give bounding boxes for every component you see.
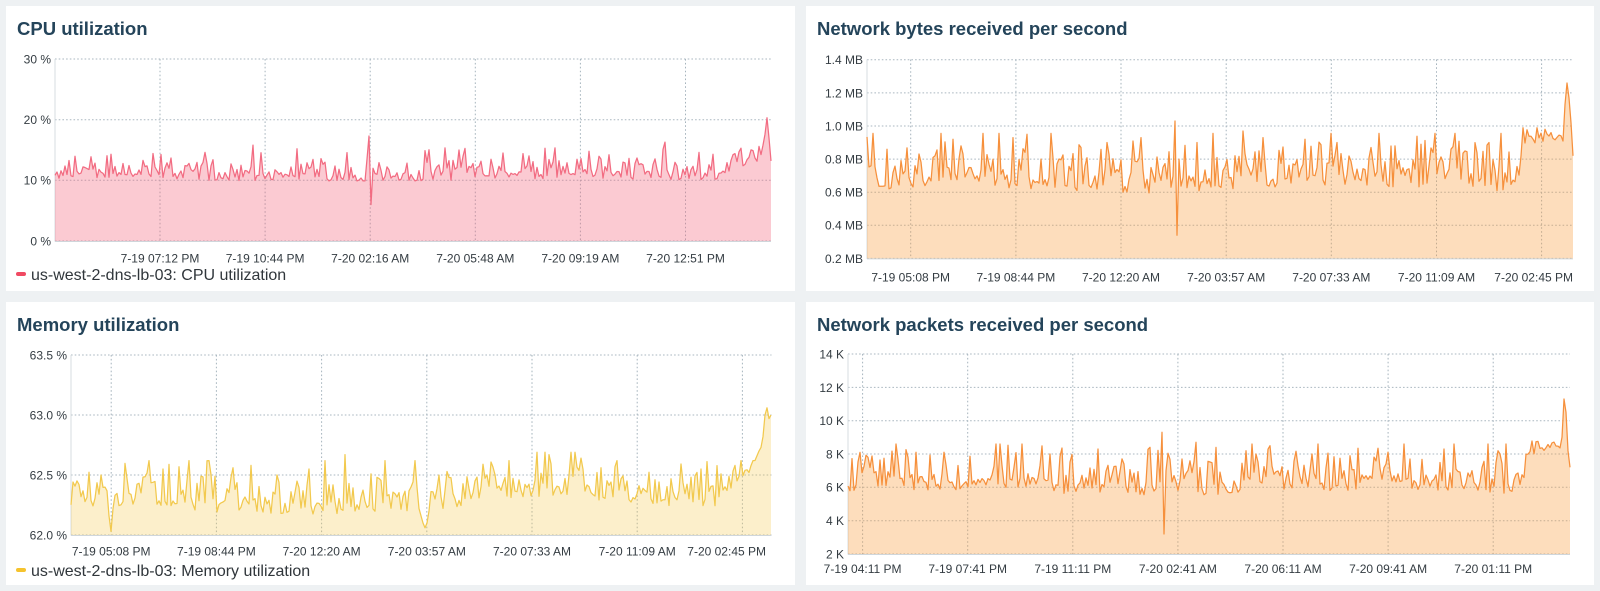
svg-text:2 K: 2 K bbox=[826, 547, 844, 561]
svg-text:7-20 01:11 PM: 7-20 01:11 PM bbox=[1454, 562, 1532, 576]
svg-text:10 K: 10 K bbox=[819, 414, 844, 428]
svg-text:7-20 09:41 AM: 7-20 09:41 AM bbox=[1349, 562, 1427, 576]
svg-text:0.8 MB: 0.8 MB bbox=[825, 153, 863, 167]
svg-text:0.6 MB: 0.6 MB bbox=[825, 186, 863, 200]
svg-text:7-20 06:11 AM: 7-20 06:11 AM bbox=[1244, 562, 1321, 576]
svg-text:7-19 05:08 PM: 7-19 05:08 PM bbox=[871, 270, 950, 284]
svg-text:7-20 05:48 AM: 7-20 05:48 AM bbox=[436, 252, 514, 266]
svg-text:7-19 10:44 PM: 7-19 10:44 PM bbox=[226, 252, 305, 266]
svg-text:4 K: 4 K bbox=[826, 514, 844, 528]
svg-text:7-20 12:20 AM: 7-20 12:20 AM bbox=[1082, 270, 1160, 284]
svg-text:1.2 MB: 1.2 MB bbox=[825, 86, 863, 100]
svg-text:30 %: 30 % bbox=[24, 52, 52, 66]
svg-text:0.4 MB: 0.4 MB bbox=[825, 219, 863, 233]
svg-text:10 %: 10 % bbox=[24, 174, 52, 188]
svg-text:7-20 12:20 AM: 7-20 12:20 AM bbox=[283, 545, 361, 559]
svg-text:7-19 08:44 PM: 7-19 08:44 PM bbox=[177, 545, 256, 559]
svg-text:7-19 11:11 PM: 7-19 11:11 PM bbox=[1034, 562, 1111, 576]
svg-text:1.4 MB: 1.4 MB bbox=[825, 53, 863, 67]
svg-text:12 K: 12 K bbox=[819, 381, 844, 395]
svg-text:8 K: 8 K bbox=[826, 447, 844, 461]
svg-text:7-20 03:57 AM: 7-20 03:57 AM bbox=[1187, 270, 1265, 284]
svg-text:7-20 07:33 AM: 7-20 07:33 AM bbox=[1292, 270, 1370, 284]
svg-text:7-19 05:08 PM: 7-19 05:08 PM bbox=[72, 545, 151, 559]
svg-text:63.5 %: 63.5 % bbox=[30, 348, 68, 362]
svg-text:14 K: 14 K bbox=[819, 347, 844, 361]
svg-text:6 K: 6 K bbox=[826, 481, 844, 495]
svg-text:7-20 02:45 PM: 7-20 02:45 PM bbox=[687, 545, 766, 559]
svg-text:7-19 07:41 PM: 7-19 07:41 PM bbox=[928, 562, 1007, 576]
svg-text:62.5 %: 62.5 % bbox=[30, 468, 68, 482]
svg-text:7-20 11:09 AM: 7-20 11:09 AM bbox=[1398, 270, 1475, 284]
svg-text:7-20 12:51 PM: 7-20 12:51 PM bbox=[646, 252, 725, 266]
svg-text:7-20 11:09 AM: 7-20 11:09 AM bbox=[599, 545, 676, 559]
svg-text:7-20 02:45 PM: 7-20 02:45 PM bbox=[1494, 270, 1573, 284]
svg-text:20 %: 20 % bbox=[24, 113, 52, 127]
svg-text:63.0 %: 63.0 % bbox=[30, 408, 68, 422]
svg-text:7-19 07:12 PM: 7-19 07:12 PM bbox=[121, 252, 200, 266]
svg-text:7-20 02:16 AM: 7-20 02:16 AM bbox=[331, 252, 409, 266]
svg-text:62.0 %: 62.0 % bbox=[30, 528, 68, 542]
svg-text:0.2 MB: 0.2 MB bbox=[825, 252, 863, 266]
svg-text:7-20 02:41 AM: 7-20 02:41 AM bbox=[1139, 562, 1217, 576]
svg-text:7-20 09:19 AM: 7-20 09:19 AM bbox=[541, 252, 619, 266]
svg-text:7-19 08:44 PM: 7-19 08:44 PM bbox=[977, 270, 1056, 284]
svg-text:0 %: 0 % bbox=[30, 234, 51, 248]
svg-text:7-20 03:57 AM: 7-20 03:57 AM bbox=[388, 545, 466, 559]
svg-text:7-20 07:33 AM: 7-20 07:33 AM bbox=[493, 545, 571, 559]
svg-text:1.0 MB: 1.0 MB bbox=[825, 119, 863, 133]
svg-text:7-19 04:11 PM: 7-19 04:11 PM bbox=[824, 562, 902, 576]
